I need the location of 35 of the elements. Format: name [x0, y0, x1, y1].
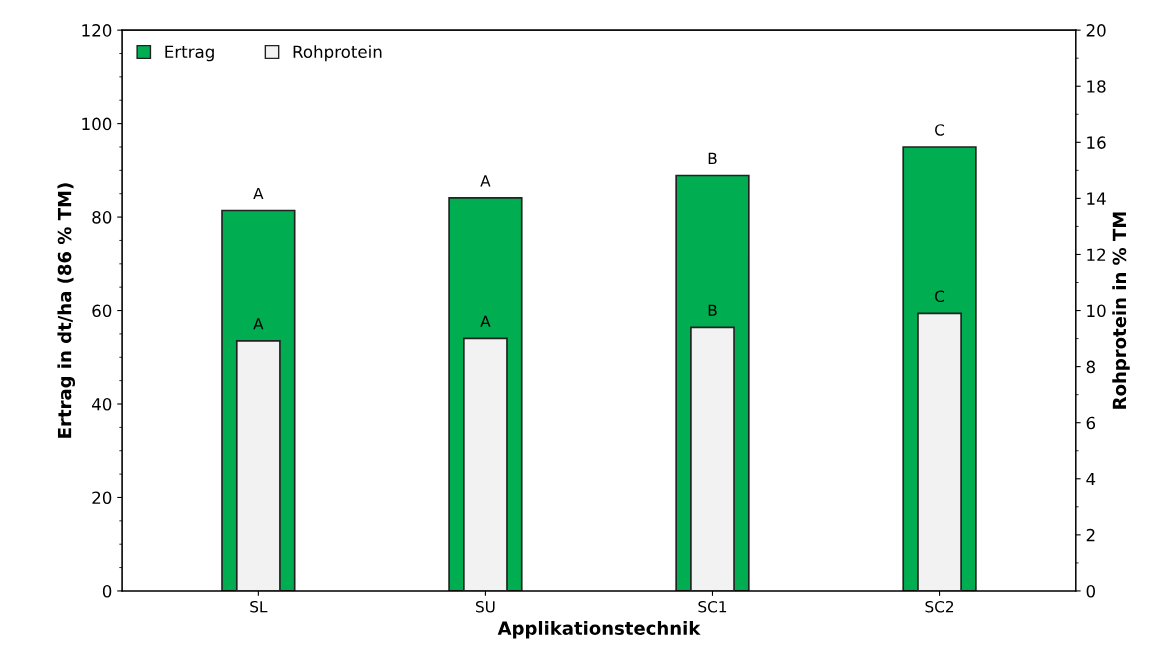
data-label: A — [480, 175, 491, 187]
y2-tick-label: 18 — [1087, 80, 1106, 93]
y-tick-label: 120 — [82, 24, 112, 37]
legend-label: Ertrag — [165, 45, 214, 62]
y2-tick-label: 2 — [1086, 528, 1095, 542]
y2-axis-title: Rohprotein in % TM — [1112, 212, 1130, 409]
y-tick-label: 80 — [92, 211, 112, 224]
y2-tick-label: 14 — [1087, 192, 1106, 205]
y-tick-label: 40 — [92, 397, 112, 411]
x-tick-label: SL — [250, 600, 268, 613]
data-label: C — [935, 124, 945, 136]
legend-label: Rohprotein — [293, 45, 382, 62]
x-tick-label: SC1 — [698, 600, 727, 613]
y2-tick-label: 20 — [1086, 24, 1106, 37]
y2-tick-label: 16 — [1087, 136, 1106, 149]
y2-tick-label: 4 — [1086, 472, 1096, 486]
y-axis-title: Ertrag in dt/ha (86 % TM) — [57, 183, 76, 438]
data-label: A — [253, 187, 264, 200]
y2-tick-label: 10 — [1087, 304, 1106, 318]
data-label: C — [935, 290, 945, 303]
y2-tick-label: 6 — [1086, 416, 1096, 430]
data-label: B — [708, 152, 717, 164]
x-tick-label: SC2 — [925, 600, 954, 613]
y-tick-label: 100 — [82, 117, 112, 131]
data-label: A — [253, 318, 264, 330]
data-label: A — [480, 315, 491, 327]
y2-tick-label: 8 — [1086, 360, 1095, 374]
y2-tick-label: 12 — [1087, 248, 1106, 261]
y-tick-label: 20 — [92, 491, 112, 505]
data-label: B — [708, 304, 717, 316]
y2-tick-label: 0 — [1086, 584, 1095, 598]
y-tick-label: 60 — [92, 304, 112, 318]
x-tick-label: SU — [475, 600, 495, 613]
y-tick-label: 0 — [102, 584, 112, 598]
x-axis-title: Applikationstechnik — [497, 621, 701, 639]
